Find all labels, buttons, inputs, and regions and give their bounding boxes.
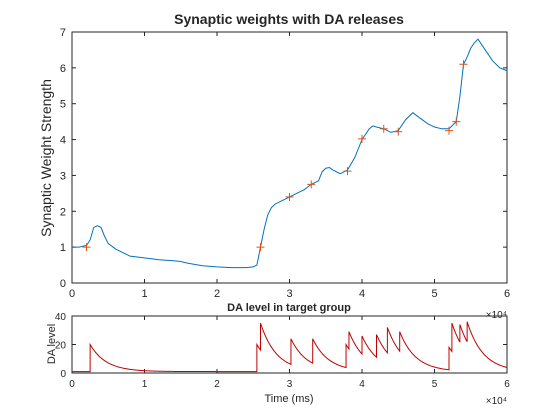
weights-chart-xtick-label: 3 xyxy=(286,288,292,300)
da-level-chart-ytick-label: 0 xyxy=(60,369,66,380)
da-level-chart-series xyxy=(72,321,508,373)
da-release-marker xyxy=(459,60,468,69)
weight-line xyxy=(72,38,508,269)
da-release-marker xyxy=(307,180,316,189)
da-level-chart-xtick-label: 4 xyxy=(359,379,365,390)
da-level-chart-xtick-label: 3 xyxy=(287,379,293,390)
weights-chart-ticks: 0 1 2 3 4 5 6 0 1 2 3 4 5 6 7 xyxy=(60,27,510,300)
da-release-marker xyxy=(285,192,294,201)
weights-chart: Synaptic weights with DA releases Synapt… xyxy=(38,11,510,321)
weights-chart-xtick-label: 0 xyxy=(69,288,75,300)
weights-chart-ytick-label: 7 xyxy=(60,27,66,39)
weights-chart-xtick-label: 2 xyxy=(214,288,220,300)
da-level-chart-xtick-label: 6 xyxy=(504,379,510,390)
da-level-chart-ytick-label: 40 xyxy=(55,312,67,323)
weights-chart-xtick-label: 6 xyxy=(504,288,510,300)
da-level-chart-xtick-label: 5 xyxy=(432,379,438,390)
weights-chart-ytick-label: 1 xyxy=(60,242,66,254)
da-level-chart-xlabel: Time (ms) xyxy=(264,393,313,405)
weights-chart-xtick-label: 4 xyxy=(359,288,365,300)
weights-chart-series xyxy=(72,38,508,269)
da-level-line xyxy=(72,321,508,373)
weights-chart-xtick-label: 1 xyxy=(141,288,147,300)
da-release-marker xyxy=(358,134,366,143)
weights-chart-ytick-label: 6 xyxy=(60,63,66,75)
da-release-marker xyxy=(82,243,91,252)
da-release-marker xyxy=(452,117,461,126)
weights-chart-ytick-label: 5 xyxy=(60,99,66,111)
da-level-chart-xtick-label: 0 xyxy=(69,379,75,390)
weights-chart-ytick-label: 3 xyxy=(60,170,66,182)
da-release-marker xyxy=(343,167,352,176)
da-level-chart-xtick-label: 1 xyxy=(142,379,148,390)
da-level-chart-title: DA level in target group xyxy=(227,302,351,314)
weights-chart-markers xyxy=(82,60,468,252)
da-release-marker xyxy=(256,243,265,252)
da-level-chart-xtick-label: 2 xyxy=(214,379,220,390)
weights-chart-ytick-label: 2 xyxy=(60,206,66,218)
weights-chart-ylabel: Synaptic Weight Strength xyxy=(38,79,54,237)
da-release-marker xyxy=(379,124,388,133)
da-level-chart-exponent: ×10⁴ xyxy=(486,396,507,407)
da-level-chart: DA level in target group DA level Time (… xyxy=(46,302,510,407)
weights-chart-ytick-label: 0 xyxy=(60,278,66,290)
da-release-marker xyxy=(445,126,453,135)
da-level-chart-ylabel: DA level xyxy=(46,324,58,364)
weights-chart-xtick-label: 5 xyxy=(431,288,437,300)
da-release-marker xyxy=(394,127,403,136)
da-level-chart-ticks: 0 1 2 3 4 5 6 0 20 40 xyxy=(55,312,510,390)
weights-chart-title: Synaptic weights with DA releases xyxy=(174,11,404,27)
da-level-chart-ytick-label: 20 xyxy=(55,341,67,352)
weights-chart-ytick-label: 4 xyxy=(60,135,66,147)
